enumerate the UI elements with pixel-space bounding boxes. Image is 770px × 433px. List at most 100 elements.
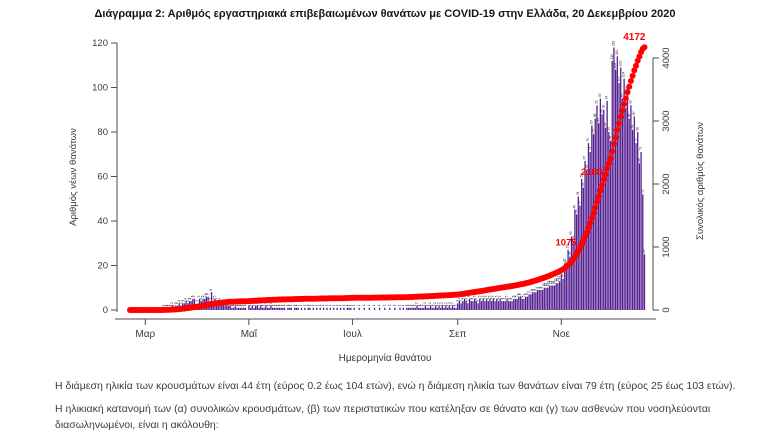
daily-deaths-bar [598, 123, 600, 310]
bar-value-label: 27 [566, 245, 570, 249]
cumulative-dot [617, 113, 624, 120]
bar-value-label: 1 [248, 304, 252, 306]
bar-value-label: 4 [469, 298, 473, 300]
daily-deaths-bar [558, 281, 561, 310]
bar-value-label: 5 [192, 295, 196, 297]
bar-value-label: 1 [392, 304, 396, 306]
bar-value-label: 1 [445, 304, 449, 306]
cumulative-dot [641, 44, 648, 51]
daily-deaths-bar [263, 307, 265, 310]
cumulative-dot [636, 53, 643, 60]
bar-value-label: 1 [430, 304, 434, 306]
bar-value-label: 4 [482, 298, 486, 300]
daily-deaths-bar [631, 129, 634, 310]
bar-value-label: 8 [209, 289, 213, 291]
daily-deaths-bar [441, 305, 444, 310]
cumulative-dot [627, 78, 634, 84]
bar-value-label: 1 [435, 304, 439, 306]
daily-deaths-bar [418, 307, 420, 310]
daily-deaths-bar [346, 307, 348, 310]
daily-deaths-bar [260, 305, 262, 310]
daily-deaths-bar [502, 301, 505, 310]
daily-deaths-bar [589, 152, 591, 310]
bar-value-label: 1 [398, 304, 402, 306]
daily-deaths-bar [450, 307, 452, 310]
daily-deaths-bar [626, 91, 629, 310]
bar-value-label: 90 [601, 104, 605, 108]
daily-deaths-bar [419, 307, 422, 310]
bar-value-label: 4 [199, 298, 203, 300]
bar-value-label: 1 [235, 304, 239, 306]
daily-deaths-bar [569, 256, 571, 310]
bar-value-label: 1 [432, 304, 436, 306]
bar-value-label: 3 [177, 300, 181, 302]
bar-value-label: 1 [165, 304, 169, 306]
daily-deaths-bar [343, 307, 345, 310]
bar-value-label: 1 [262, 304, 266, 306]
daily-deaths-bar [445, 305, 447, 310]
x-axis-tick-label: Μαρ [135, 329, 155, 340]
daily-deaths-bar [472, 301, 474, 310]
daily-deaths-bar [412, 307, 415, 310]
bar-value-label: 4 [496, 298, 500, 300]
daily-deaths-bar [506, 298, 508, 311]
bar-value-label: 1 [345, 304, 349, 306]
daily-deaths-bar [565, 265, 568, 310]
daily-deaths-bar [509, 301, 511, 310]
bar-value-label: 1 [275, 304, 279, 306]
bar-value-label: 9 [540, 286, 544, 288]
daily-deaths-bar [575, 214, 578, 310]
bar-value-label: 45 [572, 205, 576, 209]
cumulative-dot [609, 148, 616, 155]
cumulative-dot [585, 224, 592, 231]
bar-value-label: 1 [238, 304, 242, 306]
daily-deaths-bar [633, 116, 635, 311]
daily-deaths-bar [278, 307, 281, 310]
right-axis-title: Συνολικός αριθμός θανάτων [695, 122, 706, 240]
bar-value-label: 5 [197, 295, 201, 297]
bar-value-label: 1 [299, 304, 303, 306]
x-axis-tick-label: Μαΐ [241, 328, 258, 340]
bar-value-label: 1 [267, 304, 271, 306]
bar-value-label: 1 [409, 304, 413, 306]
cumulative-dot [626, 83, 633, 90]
bar-value-label: 11 [552, 280, 556, 284]
daily-deaths-bar [523, 298, 525, 311]
bar-value-label: 3 [185, 300, 189, 302]
bar-value-label: 4 [474, 298, 478, 300]
bar-value-label: 81 [630, 125, 634, 129]
bar-value-label: 1 [421, 304, 425, 306]
bar-value-label: 13 [557, 276, 561, 280]
daily-deaths-bar [304, 307, 306, 310]
bar-value-label: 4 [503, 298, 507, 300]
bar-value-label: 1 [302, 304, 306, 306]
daily-deaths-bar [531, 292, 534, 310]
daily-deaths-bar [484, 301, 486, 310]
daily-deaths-bar [312, 307, 315, 310]
daily-deaths-bar [608, 132, 610, 310]
daily-deaths-bar [555, 283, 557, 310]
bar-value-label: 11 [547, 280, 551, 284]
daily-deaths-bar [528, 294, 530, 310]
daily-deaths-bar [329, 307, 332, 310]
bar-value-label: 118 [612, 41, 616, 46]
bar-value-label: 71 [639, 147, 643, 151]
bar-value-label: 1 [172, 304, 176, 306]
bar-value-label: 1 [308, 304, 312, 306]
bar-value-label: 1 [286, 304, 290, 306]
daily-deaths-bar [511, 301, 513, 310]
bar-value-label: 1 [367, 304, 371, 306]
daily-deaths-bar [560, 274, 562, 310]
cumulative-annotation: 2188 [581, 167, 602, 178]
daily-deaths-bar [482, 298, 484, 311]
daily-deaths-bar [499, 298, 501, 311]
daily-deaths-bar [492, 298, 495, 311]
bar-value-label: 1 [425, 304, 429, 306]
cumulative-line-layer [127, 44, 648, 313]
daily-deaths-bar [350, 307, 352, 310]
daily-deaths-bar [414, 307, 416, 310]
bar-value-label: 1 [240, 304, 244, 306]
bar-value-label: 47 [578, 200, 582, 204]
bar-value-label: 1 [426, 304, 430, 306]
cumulative-dot [594, 198, 600, 205]
